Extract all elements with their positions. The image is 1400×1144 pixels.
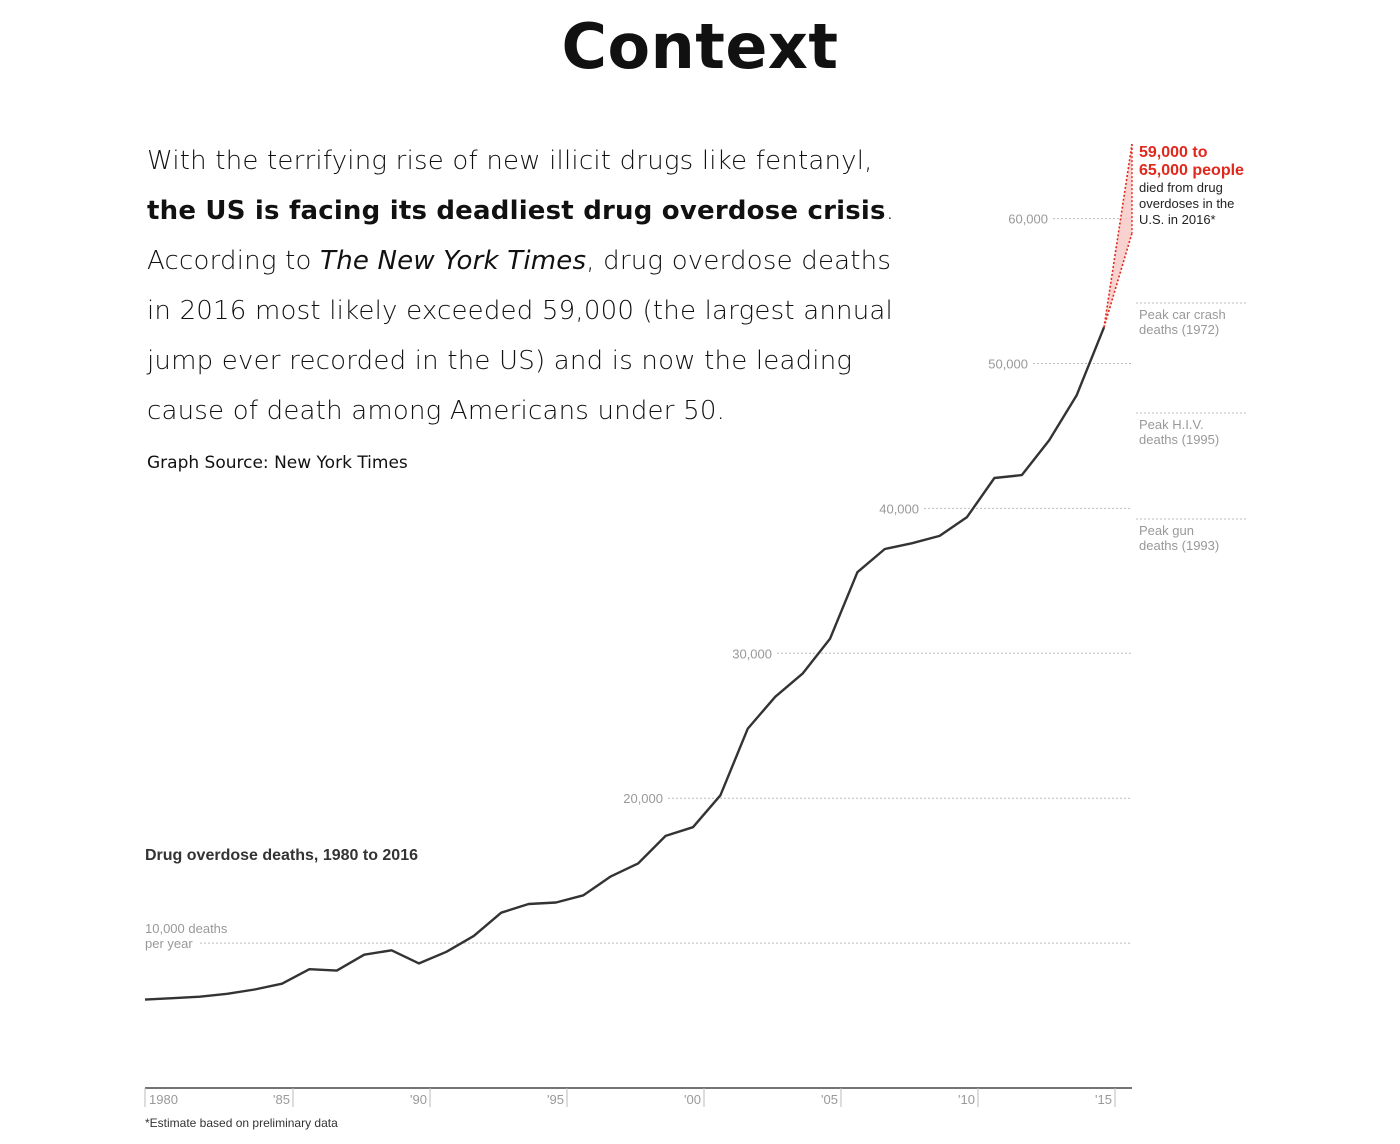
gridline-label: 60,000 [1008,212,1048,227]
x-tick-label: '85 [273,1092,290,1107]
x-axis: 1980 '85 '90 '95 '00 '05 '10 '15 [144,1087,1132,1107]
reference-label-secondary: deaths (1972) [1139,322,1219,337]
estimate-high-line [1103,144,1133,328]
x-tick-label: '00 [684,1092,701,1107]
gridline-label: 40,000 [879,501,919,516]
gridline-label: 20,000 [623,791,663,806]
estimate-low-line [1103,232,1133,328]
estimate-desc-line-3: U.S. in 2016* [1139,212,1216,227]
intro-bold-statement: the US is facing its deadliest drug over… [147,196,886,226]
reference-label-secondary: deaths (1993) [1139,538,1219,553]
x-tick-label: '15 [1095,1092,1112,1107]
reference-label: Peak car crash [1139,307,1226,322]
x-tick-label: '95 [547,1092,564,1107]
estimate-label-line-2: 65,000 people [1139,162,1244,179]
x-tick-label: '10 [958,1092,975,1107]
gridline-label: 10,000 deaths [145,921,228,936]
gridline-label: 30,000 [732,646,772,661]
x-tick-label: '05 [821,1092,838,1107]
x-tick-label: '90 [410,1092,427,1107]
reference-label-secondary: deaths (1995) [1139,432,1219,447]
page-title: Context [561,10,839,83]
x-tick-label: 1980 [149,1092,178,1107]
series [144,326,1106,1001]
intro-part-1: With the terrifying rise of new illicit … [147,146,873,176]
chart-footnote: *Estimate based on preliminary data [145,1116,338,1130]
reference-lines: Peak H.I.V.deaths (1995)Peak car crashde… [1136,302,1248,553]
gridline-label-secondary: per year [145,936,193,951]
estimate-annotation: 59,000 to 65,000 people died from drug o… [1139,144,1244,227]
intro-text: With the terrifying rise of new illicit … [147,136,907,436]
reference-label: Peak gun [1139,523,1194,538]
estimate-desc-line-1: died from drug [1139,180,1223,195]
reference-label: Peak H.I.V. [1139,417,1204,432]
estimate-desc-line-2: overdoses in the [1139,196,1234,211]
estimate-wedge [1103,144,1133,328]
graph-source: Graph Source: New York Times [147,453,408,473]
estimate-label-line-1: 59,000 to [1139,144,1208,161]
chart-title: Drug overdose deaths, 1980 to 2016 [145,847,418,864]
gridline-label: 50,000 [988,357,1028,372]
intro-part-3: , drug overdose deaths in 2016 most like… [147,246,893,426]
intro-publication-name: The New York Times [320,246,587,276]
intro-part-2: . According to [147,196,895,276]
series-line [144,326,1106,1001]
